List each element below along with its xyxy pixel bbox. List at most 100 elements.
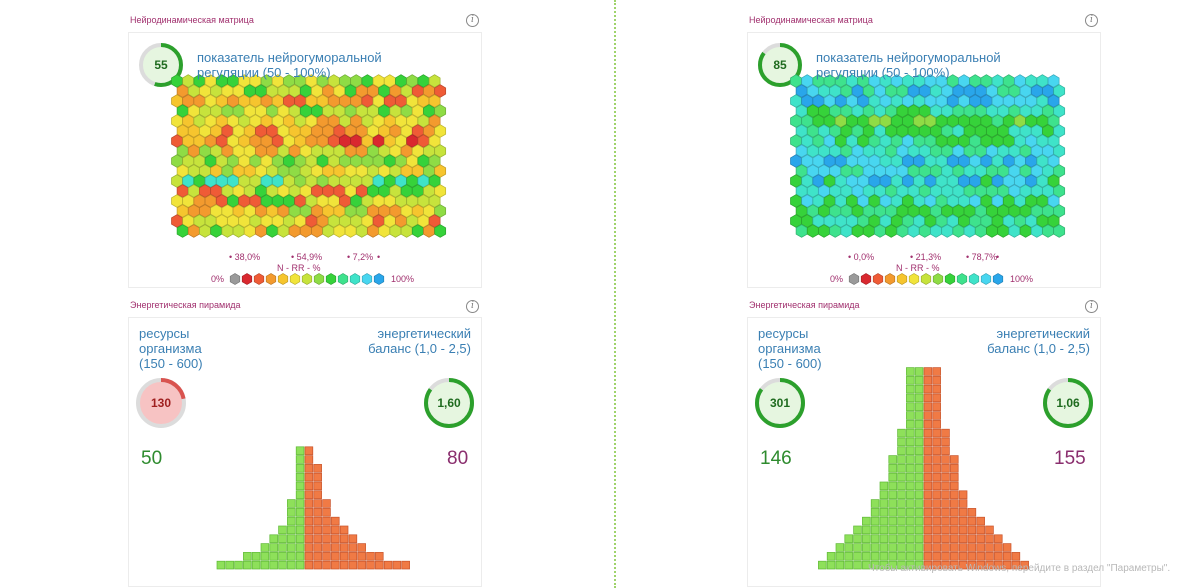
pyramid-green-cell [287,552,296,561]
pyramid-orange-cell [923,464,933,473]
pyramid-green-cell [914,437,924,447]
pyramid-green-cell [914,402,924,411]
pyramid-green-cell [826,552,836,561]
pyramid-green-cell [906,420,915,429]
pyramid-green-cell [897,437,906,447]
info-icon[interactable]: i [466,14,479,27]
pyramid-orange-cell [994,543,1003,552]
pyramid-green-cell [906,455,915,464]
pyramid-orange-cell [923,516,933,526]
info-icon[interactable]: i [466,300,479,313]
pyramid-green-cell [287,534,296,543]
pyramid-orange-cell [313,543,322,552]
pyramid-green-cell [862,534,871,543]
legend-swatch [944,273,956,285]
matrix-cell [963,224,976,238]
matrix-cell [199,224,211,238]
pyramid-orange-cell [941,560,950,570]
pyramid-panel: 301 1,06 ресурсы организма (150 - 600) эн… [747,317,1101,587]
pyramid-green-cell [914,411,924,420]
pyramid-orange-cell [923,420,933,429]
matrix-cell [1047,174,1060,188]
pyramid-green-cell [906,508,915,517]
indicator-value: 55 [154,58,168,72]
pyramid-green-cell [888,455,897,464]
pyramid-green-cell [870,516,880,526]
matrix-cell [400,224,413,238]
pyramid-panel: 130 1,60 ресурсы организма (150 - 600) эн… [128,317,482,587]
pyramid-orange-cell [1002,560,1012,570]
pyramid-green-cell [888,525,897,535]
pyramid-orange-cell [932,464,941,473]
info-icon[interactable]: i [1085,14,1098,27]
pyramid-orange-cell [357,560,366,570]
pyramid-green-cell [260,543,270,552]
pyramid-orange-cell [932,367,941,376]
pyramid-orange-cell [304,508,314,517]
pyramid-orange-cell [923,560,933,570]
right-report: Нейродинамическая матрица i 85 • 0,0% • 21… [619,0,1200,588]
matrix-cell [288,224,301,238]
pyramid-green-cell [243,560,252,570]
matrix-cell [862,224,875,238]
pyramid-green-cell [906,428,915,438]
indicator-arc [136,378,186,428]
pyramid-title: Энергетическая пирамида [130,300,241,310]
matrix-cell [434,184,447,198]
pyramid-green-cell [906,464,915,473]
pyramid-green-cell [287,525,296,535]
pyramid-green-cell [879,525,889,535]
pyramid-green-cell [914,464,924,473]
pyramid-green-cell [897,508,906,517]
pyramid-orange-cell [923,499,933,508]
pyramid-orange-cell [1020,560,1029,570]
pyramid-green-cell [906,560,915,570]
pyramid-orange-cell [932,490,941,499]
pyramid-green-cell [862,516,871,526]
pyramid-orange-cell [304,560,314,570]
matrix-cell [434,144,447,158]
matrix-cell [1047,154,1060,168]
legend-swatch [289,273,301,285]
pyramid-orange-cell [923,534,933,543]
pyramid-green-cell [897,446,906,455]
pyramid-green-cell [295,464,305,473]
matrix-stat: • 78,7% [966,252,997,262]
pyramid-orange-cell [304,516,314,526]
balance-label: энергетический баланс (1,0 - 2,5) [368,326,471,356]
legend-swatch [361,273,373,285]
stat-bullet: • [996,252,999,262]
pyramid-orange-cell [932,543,941,552]
pyramid-green-cell [906,446,915,455]
pyramid-green-cell [906,525,915,535]
info-icon[interactable]: i [1085,300,1098,313]
pyramid-orange-cell [923,384,933,394]
matrix-stat: • 54,9% [291,252,322,262]
matrix-cell [1042,224,1054,238]
matrix-cell [918,224,931,238]
pyramid-orange-cell [923,428,933,438]
pyramid-orange-cell [304,464,314,473]
legend-swatch [872,273,884,285]
pyramid-green-cell [906,393,915,403]
pyramid-green-cell [914,472,924,482]
panel-divider [614,0,616,588]
pyramid-orange-cell [950,534,959,543]
pyramid-green-cell [906,472,915,482]
pyramid-orange-cell [304,534,314,543]
pyramid-green-cell [906,516,915,526]
pyramid-green-cell [879,534,889,543]
pyramid-green-cell [888,464,897,473]
pyramid-green-cell [906,437,915,447]
pyramid-orange-cell [932,455,941,464]
pyramid-green-cell [888,560,897,570]
pyramid-green-cell [914,455,924,464]
pyramid-green-cell [269,534,278,543]
matrix-cell [1019,224,1032,238]
pyramid-orange-cell [976,543,985,552]
pyramid-green-cell [260,560,270,570]
pyramid-green-cell [897,534,906,543]
matrix-cell [840,224,853,238]
matrix-stat: • 7,2% [347,252,373,262]
legend-swatch [896,273,908,285]
